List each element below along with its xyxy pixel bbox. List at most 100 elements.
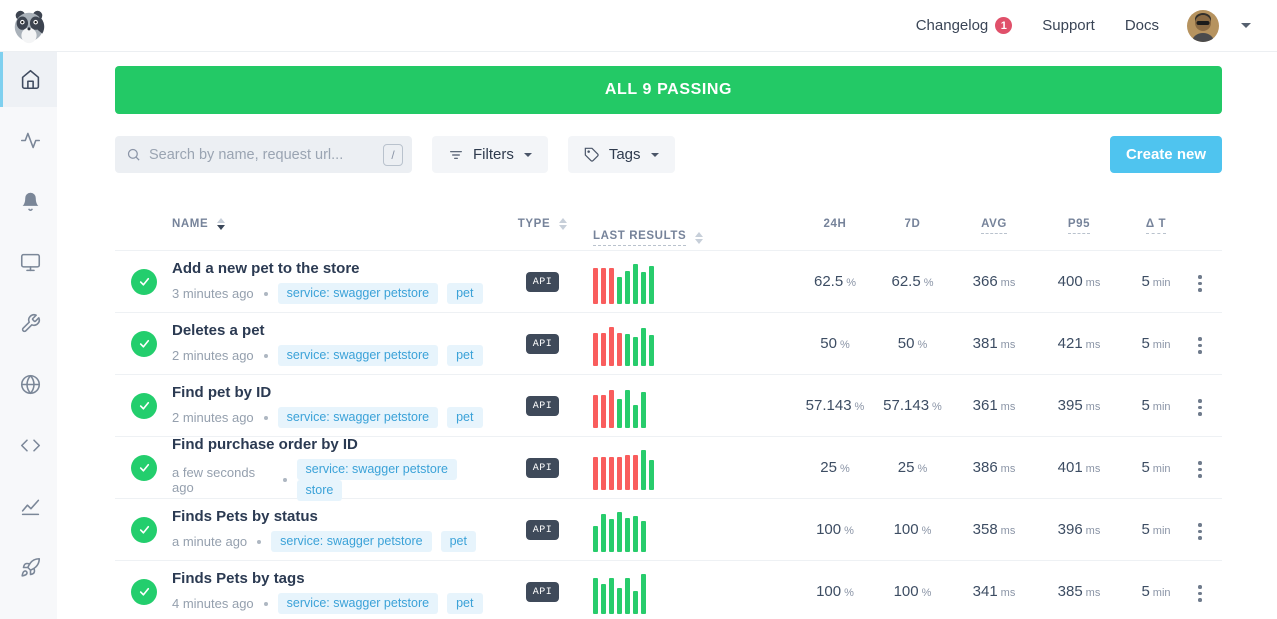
tag-pill[interactable]: service: swagger petstore: [296, 458, 457, 480]
sort-arrows-icon[interactable]: [695, 231, 704, 244]
sidebar-item-code[interactable]: [0, 418, 57, 473]
result-bar-pass[interactable]: [641, 271, 646, 304]
tag-pill[interactable]: service: swagger petstore: [277, 407, 439, 428]
table-row[interactable]: Finds Pets by status a minute ago servic…: [115, 499, 1222, 561]
sort-arrows-icon[interactable]: [217, 217, 226, 230]
sort-arrows-icon[interactable]: [559, 217, 568, 230]
sidebar-item-bell[interactable]: [0, 174, 57, 229]
check-name[interactable]: Find purchase order by ID: [172, 435, 358, 453]
checkly-raccoon-logo[interactable]: [10, 7, 48, 45]
result-bar-fail[interactable]: [601, 394, 606, 428]
result-bar-fail[interactable]: [593, 394, 598, 428]
result-bar-pass[interactable]: [641, 449, 646, 490]
changelog-count-badge[interactable]: 1: [995, 17, 1013, 34]
result-bar-pass[interactable]: [593, 525, 598, 552]
table-row[interactable]: Finds Pets by tags 4 minutes ago service…: [115, 561, 1222, 619]
result-bar-pass[interactable]: [641, 391, 646, 428]
table-row[interactable]: Find pet by ID 2 minutes ago service: sw…: [115, 375, 1222, 437]
result-bar-pass[interactable]: [649, 334, 654, 366]
result-bar-pass[interactable]: [641, 573, 646, 614]
result-bar-fail[interactable]: [593, 456, 598, 490]
row-menu-button[interactable]: [1192, 331, 1208, 360]
last-results-chart[interactable]: [580, 570, 795, 614]
all-passing-banner[interactable]: ALL 9 PASSING: [115, 66, 1222, 114]
result-bar-pass[interactable]: [609, 577, 614, 614]
result-bar-pass[interactable]: [649, 265, 654, 304]
sidebar-item-wrench[interactable]: [0, 296, 57, 351]
row-menu-button[interactable]: [1192, 579, 1208, 608]
result-bar-pass[interactable]: [609, 518, 614, 552]
result-bar-pass[interactable]: [625, 333, 630, 366]
result-bar-pass[interactable]: [617, 398, 622, 428]
sidebar-item-rocket[interactable]: [0, 540, 57, 595]
check-name[interactable]: Finds Pets by status: [172, 508, 318, 525]
result-bar-fail[interactable]: [609, 456, 614, 490]
search-box[interactable]: /: [115, 136, 412, 173]
header-name[interactable]: NAME: [172, 217, 226, 230]
sidebar-item-activity[interactable]: [0, 113, 57, 168]
result-bar-pass[interactable]: [617, 511, 622, 552]
tag-pill[interactable]: pet: [447, 407, 483, 428]
sidebar-item-home[interactable]: [0, 52, 57, 107]
tags-button[interactable]: Tags: [567, 136, 675, 173]
result-bar-fail[interactable]: [617, 456, 622, 490]
result-bar-pass[interactable]: [617, 587, 622, 614]
result-bar-pass[interactable]: [601, 513, 606, 552]
support-link[interactable]: Support: [1042, 17, 1095, 34]
last-results-chart[interactable]: [580, 446, 795, 490]
tag-pill[interactable]: service: swagger petstore: [277, 593, 439, 614]
result-bar-pass[interactable]: [641, 520, 646, 552]
table-row[interactable]: Add a new pet to the store 3 minutes ago…: [115, 251, 1222, 313]
account-chevron-down-icon[interactable]: [1241, 23, 1251, 28]
tag-pill[interactable]: service: swagger petstore: [277, 283, 439, 304]
result-bar-pass[interactable]: [625, 389, 630, 428]
tag-pill[interactable]: pet: [447, 593, 483, 614]
check-name[interactable]: Find pet by ID: [172, 384, 272, 401]
header-type[interactable]: TYPE: [518, 217, 568, 230]
tag-pill[interactable]: store: [296, 479, 343, 501]
tag-pill[interactable]: pet: [440, 531, 476, 552]
result-bar-fail[interactable]: [593, 267, 598, 304]
tag-pill[interactable]: pet: [447, 283, 483, 304]
row-menu-button[interactable]: [1192, 517, 1208, 546]
last-results-chart[interactable]: [580, 322, 795, 366]
result-bar-pass[interactable]: [633, 404, 638, 428]
result-bar-pass[interactable]: [617, 276, 622, 304]
result-bar-fail[interactable]: [633, 454, 638, 490]
check-name[interactable]: Add a new pet to the store: [172, 260, 360, 277]
result-bar-pass[interactable]: [601, 583, 606, 614]
result-bar-pass[interactable]: [593, 577, 598, 614]
result-bar-fail[interactable]: [601, 267, 606, 304]
header-last-results[interactable]: LAST RESULTS: [593, 230, 704, 246]
sidebar-item-globe[interactable]: [0, 357, 57, 412]
user-avatar[interactable]: [1187, 9, 1219, 42]
header-delta-t[interactable]: Δ T: [1145, 217, 1167, 234]
filters-button[interactable]: Filters: [432, 136, 548, 173]
header-p95[interactable]: P95: [1067, 217, 1091, 234]
sidebar-item-chart[interactable]: [0, 479, 57, 534]
result-bar-fail[interactable]: [609, 267, 614, 304]
result-bar-pass[interactable]: [625, 577, 630, 614]
last-results-chart[interactable]: [580, 384, 795, 428]
result-bar-pass[interactable]: [625, 270, 630, 304]
table-row[interactable]: Deletes a pet 2 minutes ago service: swa…: [115, 313, 1222, 375]
result-bar-fail[interactable]: [625, 454, 630, 490]
result-bar-fail[interactable]: [609, 326, 614, 366]
check-name[interactable]: Deletes a pet: [172, 322, 265, 339]
result-bar-fail[interactable]: [601, 456, 606, 490]
tag-pill[interactable]: pet: [447, 345, 483, 366]
result-bar-pass[interactable]: [633, 590, 638, 614]
row-menu-button[interactable]: [1192, 455, 1208, 484]
create-new-button[interactable]: Create new: [1109, 136, 1222, 173]
docs-link[interactable]: Docs: [1124, 17, 1159, 34]
result-bar-pass[interactable]: [649, 459, 654, 490]
last-results-chart[interactable]: [580, 508, 795, 552]
header-avg[interactable]: AVG: [981, 217, 1007, 234]
last-results-chart[interactable]: [580, 260, 795, 304]
row-menu-button[interactable]: [1192, 393, 1208, 422]
sidebar-item-monitor[interactable]: [0, 235, 57, 290]
result-bar-fail[interactable]: [617, 332, 622, 366]
result-bar-fail[interactable]: [601, 332, 606, 366]
result-bar-pass[interactable]: [633, 336, 638, 366]
result-bar-pass[interactable]: [625, 517, 630, 552]
